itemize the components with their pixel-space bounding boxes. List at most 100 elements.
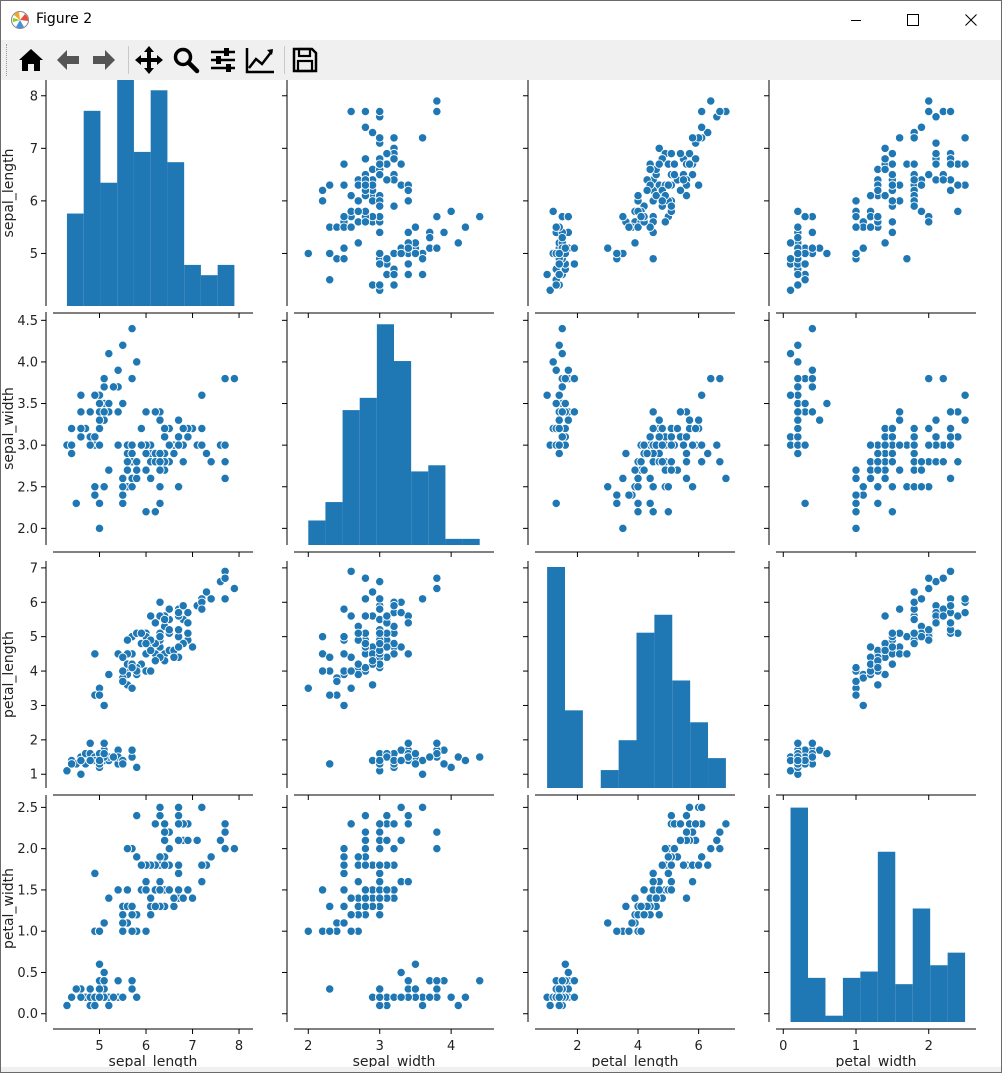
scatter-point [132, 465, 142, 475]
scatter-point [85, 407, 95, 417]
scatter-point [938, 175, 948, 185]
scatter-point [931, 148, 941, 159]
scatter-point [159, 614, 170, 625]
scatter-point [164, 604, 174, 614]
scatter-point [360, 893, 371, 903]
maximize-button[interactable] [884, 1, 942, 39]
y-tick-label: 2.0 [17, 842, 38, 857]
scatter-point [375, 877, 385, 887]
y-tick-label: 7 [30, 561, 38, 576]
scatter-point [62, 1000, 72, 1011]
scatter-point [375, 628, 385, 638]
scatter-point [432, 984, 442, 994]
configure-subplots-button[interactable] [207, 44, 239, 76]
toolbar-grip [6, 44, 10, 76]
edit-axes-button[interactable] [244, 44, 276, 76]
scatter-point [220, 844, 230, 854]
hist-bar-sepal_width [445, 538, 463, 545]
scatter-point [924, 583, 934, 594]
scatter-point [924, 440, 934, 450]
hist-bar-petal_length [654, 614, 673, 788]
scatter-point [666, 440, 677, 450]
scatter-point [945, 473, 956, 484]
scatter-point [545, 285, 555, 295]
scatter-point [800, 398, 810, 409]
scatter-point [66, 448, 77, 459]
scatter-point [542, 269, 552, 280]
scatter-point [851, 212, 861, 222]
scatter-point [375, 576, 385, 587]
scatter-point [132, 473, 142, 484]
hist-bar-petal_width [808, 977, 826, 1022]
scatter-point [220, 473, 230, 484]
scatter-point [697, 440, 707, 450]
scatter-point [346, 611, 356, 621]
forward-button[interactable] [88, 44, 120, 76]
pan-button[interactable] [133, 44, 165, 76]
scatter-point [542, 390, 552, 400]
scatter-point [99, 373, 109, 384]
scatter-point [127, 976, 137, 986]
scatter-point [648, 423, 658, 434]
scatter-point [642, 448, 652, 459]
scatter-point [648, 407, 658, 417]
scatter-point [132, 762, 142, 773]
scatter-point [66, 992, 77, 1002]
scatter-point [800, 259, 810, 269]
scatter-point [851, 523, 861, 534]
y-tick-label: 3 [30, 699, 38, 714]
scatter-point [201, 587, 212, 597]
home-button[interactable] [15, 44, 47, 76]
scatter-point [887, 482, 898, 492]
scatter-point [633, 473, 643, 484]
scatter-point [146, 893, 156, 903]
scatter-point [90, 432, 100, 442]
hist-bar-petal_length [565, 710, 583, 788]
scatter-point [639, 885, 649, 895]
scatter-point [375, 248, 385, 259]
scatter-point [173, 810, 184, 821]
save-button[interactable] [289, 44, 321, 76]
scatter-point [945, 601, 956, 611]
scatter-point [375, 819, 385, 829]
hist-bar-petal_length [618, 740, 637, 788]
x-tick-label: 6 [694, 1039, 702, 1054]
scatter-point [669, 159, 680, 169]
scatter-point [90, 1000, 100, 1011]
scatter-point [389, 601, 399, 611]
scatter-point [654, 415, 664, 425]
scatter-point [346, 893, 356, 903]
zoom-button[interactable] [170, 44, 202, 76]
scatter-point [706, 373, 716, 384]
scatter-point [159, 835, 170, 846]
scatter-point [403, 185, 413, 196]
scatter-point [169, 652, 179, 662]
scatter-point [173, 860, 184, 870]
scatter-point [197, 802, 207, 813]
scatter-point [687, 169, 698, 180]
scatter-point [403, 810, 413, 821]
scatter-point [663, 852, 673, 862]
close-button[interactable] [942, 1, 1000, 39]
scatter-point [375, 868, 385, 879]
scatter-point [206, 594, 216, 604]
x-tick-label: 2 [925, 1039, 933, 1054]
scatter-point [382, 885, 392, 895]
scatter-point [403, 819, 413, 829]
scatter-point [924, 423, 934, 434]
scatter-point [173, 432, 184, 442]
scatter-point [960, 159, 970, 169]
scatter-point [563, 212, 573, 222]
scatter-point [660, 844, 670, 854]
scatter-point [715, 827, 725, 837]
scatter-point [873, 212, 883, 222]
back-button[interactable] [52, 44, 84, 76]
scatter-point [159, 432, 170, 442]
y-tick-label: 3.0 [17, 439, 38, 454]
scatter-point [85, 755, 95, 766]
minimize-button[interactable] [827, 1, 885, 39]
scatter-point [90, 490, 100, 500]
scatter-point [624, 926, 634, 936]
scatter-point [887, 659, 898, 669]
scatter-point [684, 159, 695, 169]
